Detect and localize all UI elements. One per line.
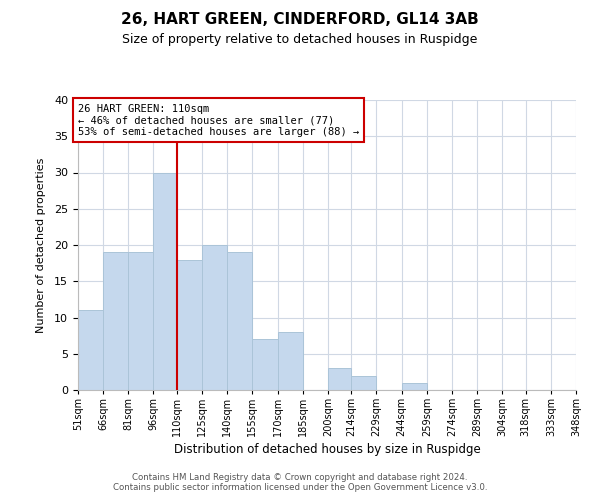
Bar [278,332,302,390]
Y-axis label: Number of detached properties: Number of detached properties [36,158,46,332]
Bar [352,376,376,390]
Bar [128,252,154,390]
Text: Distribution of detached houses by size in Ruspidge: Distribution of detached houses by size … [173,442,481,456]
Bar [154,172,177,390]
Bar [78,310,103,390]
Bar [328,368,352,390]
Bar [202,245,227,390]
Text: 26 HART GREEN: 110sqm
← 46% of detached houses are smaller (77)
53% of semi-deta: 26 HART GREEN: 110sqm ← 46% of detached … [78,104,359,137]
Bar [227,252,253,390]
Text: Size of property relative to detached houses in Ruspidge: Size of property relative to detached ho… [122,32,478,46]
Bar [253,339,278,390]
Bar [401,383,427,390]
Bar [103,252,128,390]
Text: Contains HM Land Registry data © Crown copyright and database right 2024.
Contai: Contains HM Land Registry data © Crown c… [113,473,487,492]
Text: 26, HART GREEN, CINDERFORD, GL14 3AB: 26, HART GREEN, CINDERFORD, GL14 3AB [121,12,479,28]
Bar [177,260,202,390]
